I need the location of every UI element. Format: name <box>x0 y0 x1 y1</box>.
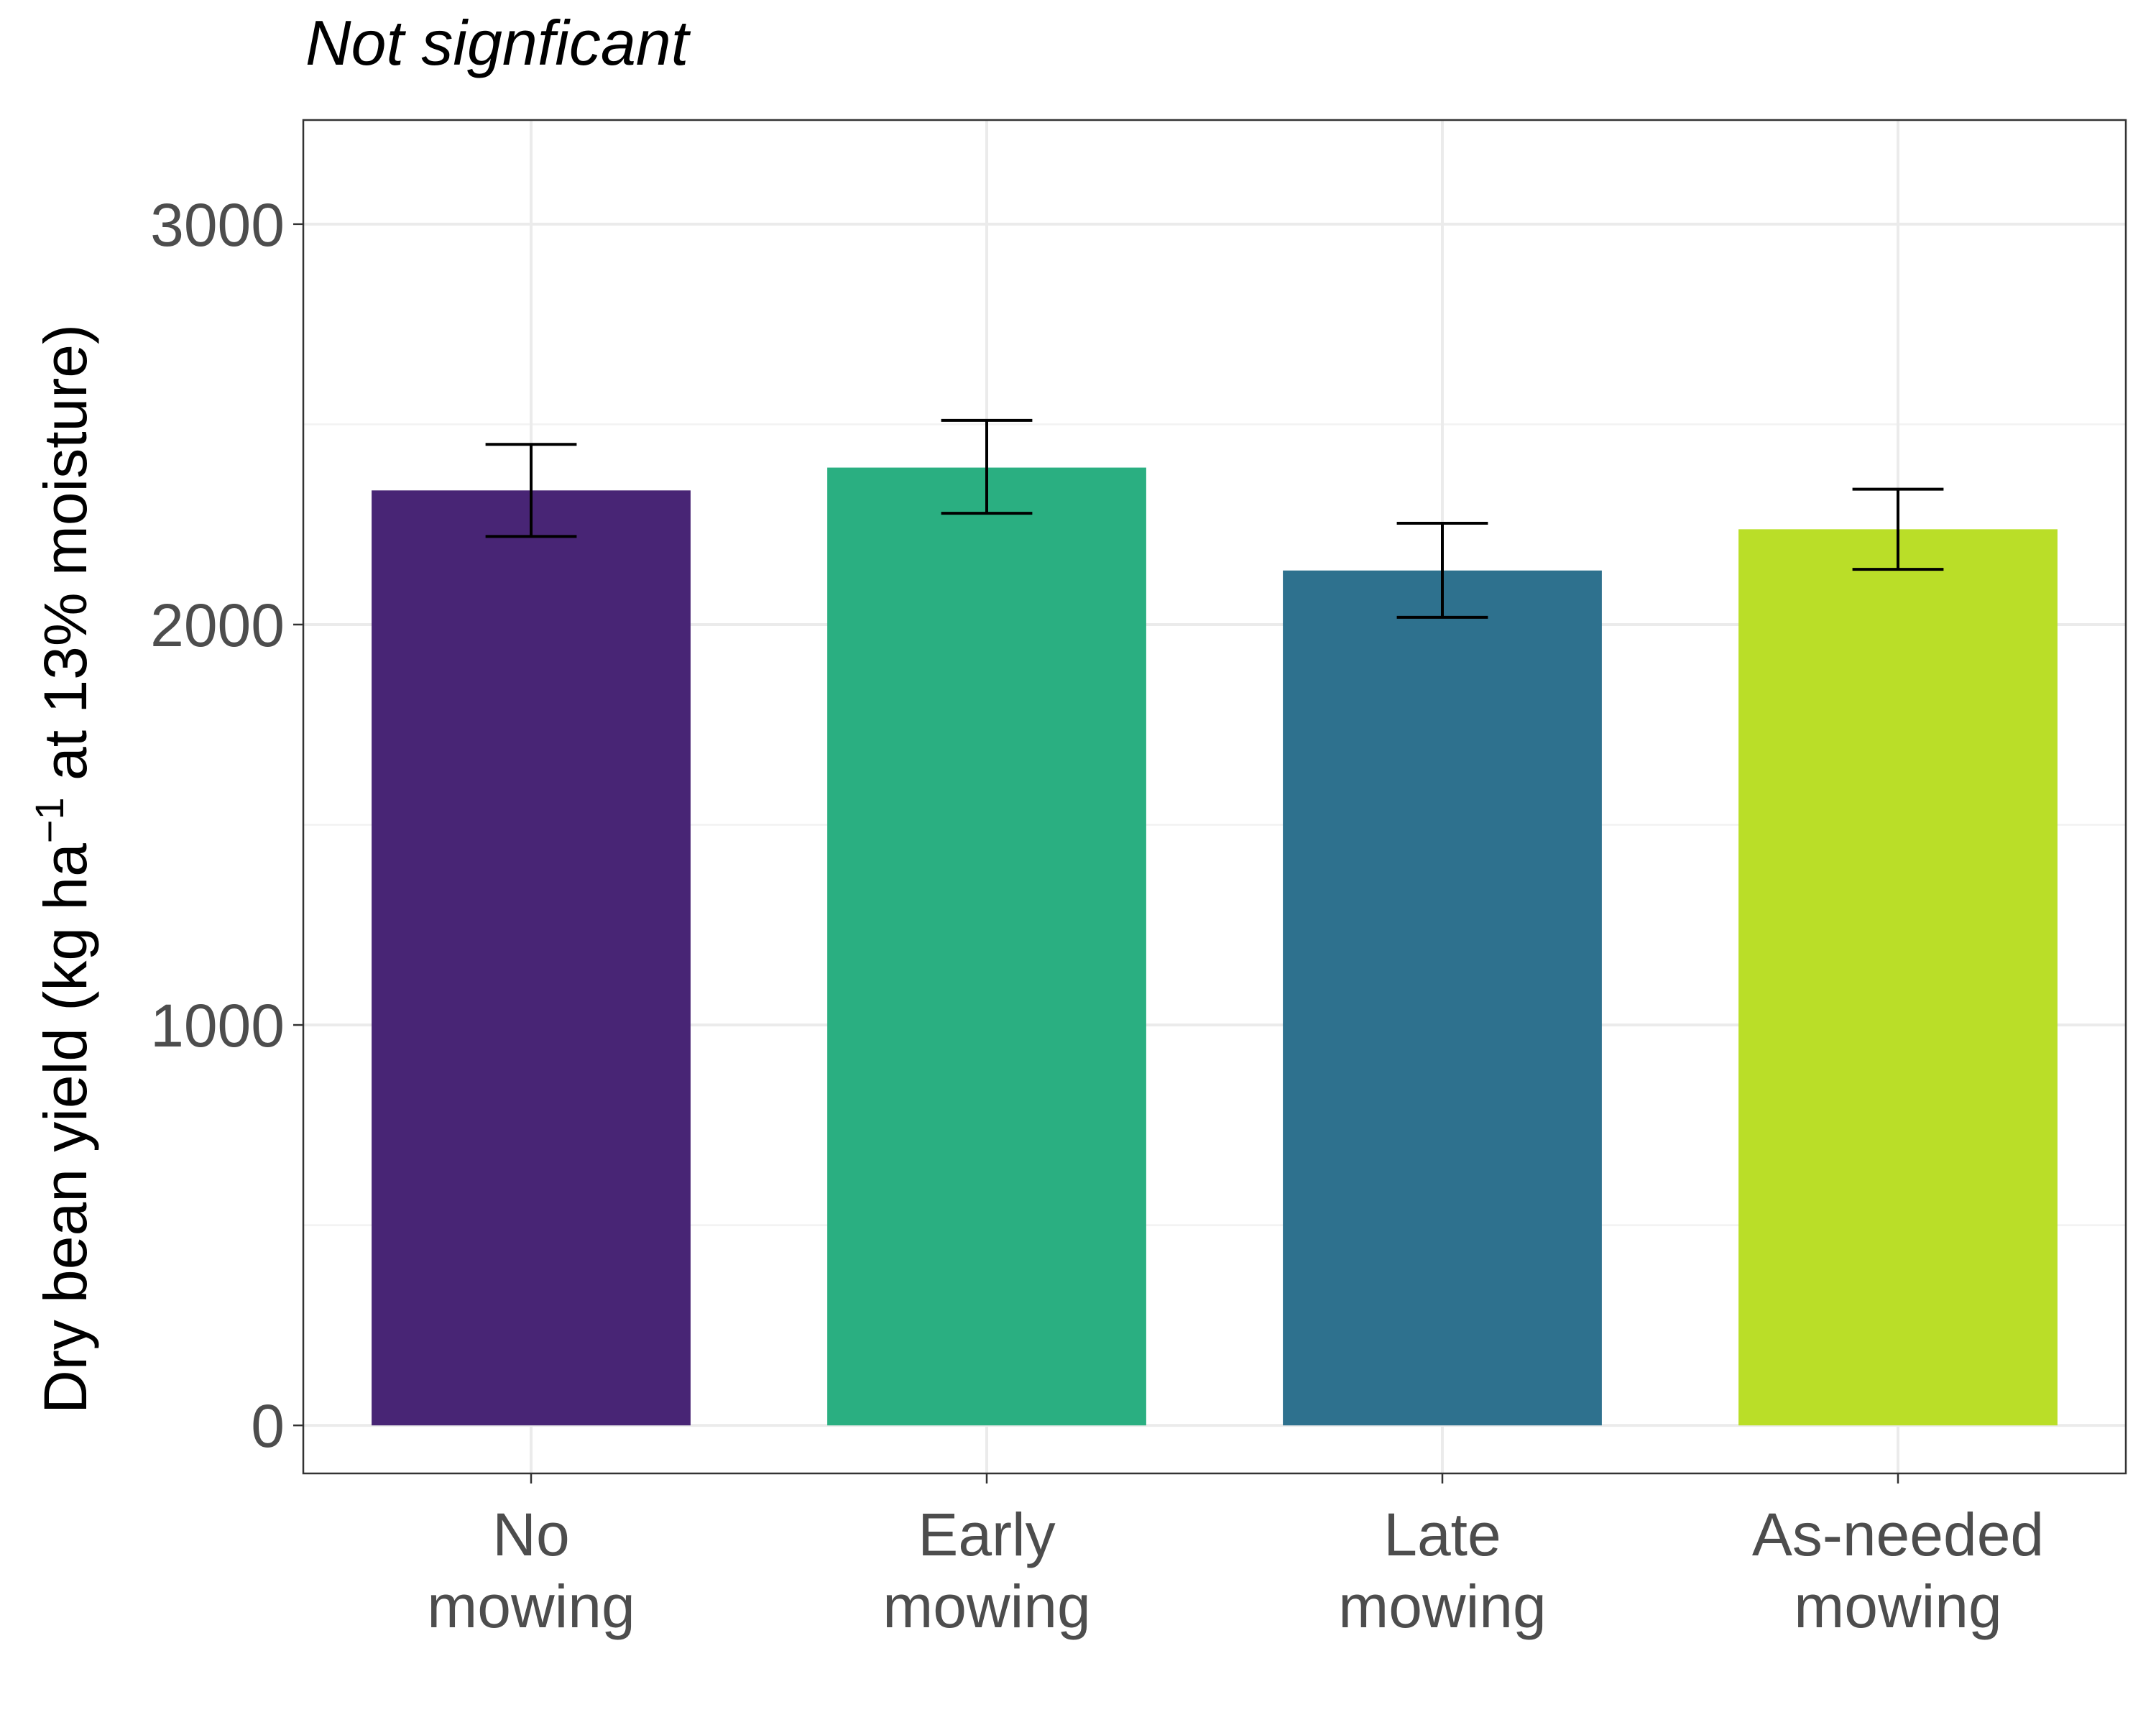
x-tick-label-line: No <box>492 1501 569 1568</box>
y-axis-label-superscript: −1 <box>27 797 72 843</box>
error-bar-1 <box>941 418 1033 515</box>
y-tick-label-3: 3000 <box>150 191 285 259</box>
y-axis-label-rest: at 13% moisture) <box>32 324 99 797</box>
error-bar-2 <box>1396 522 1488 619</box>
y-tick-label-2: 2000 <box>150 592 285 659</box>
bar-1 <box>827 467 1146 1426</box>
y-tick-label-1: 1000 <box>150 992 285 1059</box>
x-tick-label-0: No mowing <box>427 1501 635 1640</box>
x-tick-label-line: Late <box>1383 1501 1501 1568</box>
x-tick-label-line: mowing <box>1794 1573 2001 1640</box>
x-tick-label-line: mowing <box>1338 1573 1546 1640</box>
x-tick-label-line: mowing <box>427 1573 635 1640</box>
bars <box>372 467 2058 1426</box>
error-bars <box>485 418 1944 619</box>
bar-0 <box>372 490 691 1426</box>
x-tick-label-3: As-needed mowing <box>1752 1501 2044 1640</box>
y-axis-label-main: Dry bean yield (kg ha <box>32 843 99 1414</box>
y-axis-label: Dry bean yield (kg ha−1 at 13% moisture) <box>27 324 99 1414</box>
bar-2 <box>1283 570 1602 1426</box>
chart-title: Not signficant <box>305 7 691 78</box>
error-bar-3 <box>1852 487 1944 571</box>
y-tick-label-0: 0 <box>251 1392 285 1460</box>
x-tick-label-line: As-needed <box>1752 1501 2044 1568</box>
x-tick-label-line: Early <box>918 1501 1055 1568</box>
bar-3 <box>1738 529 2058 1426</box>
plot-panel-border <box>302 119 2127 1475</box>
x-tick-label-1: Early mowing <box>883 1501 1090 1640</box>
x-tick-label-2: Late mowing <box>1338 1501 1546 1640</box>
error-bar-0 <box>485 443 577 538</box>
x-tick-label-line: mowing <box>883 1573 1090 1640</box>
